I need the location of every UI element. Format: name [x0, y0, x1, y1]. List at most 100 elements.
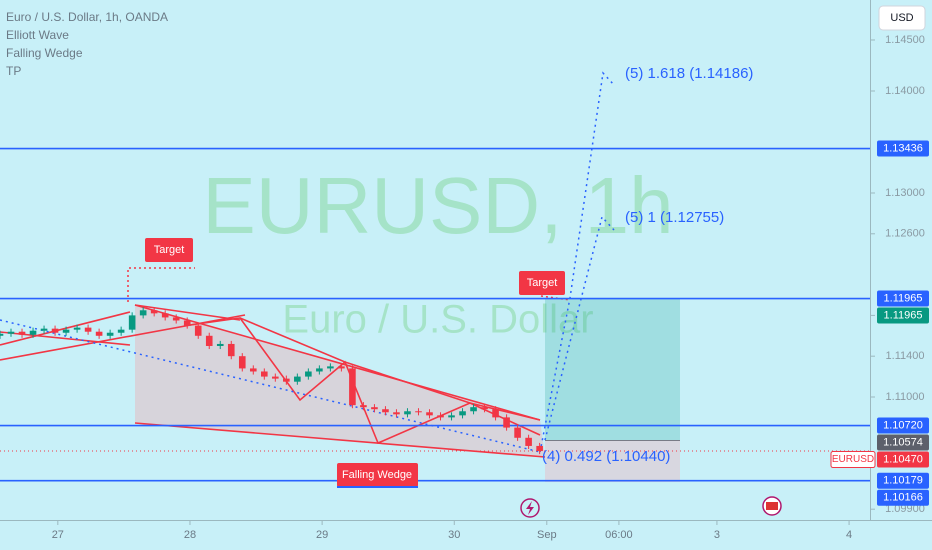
wave-label: (5) 1 (1.12755)	[625, 209, 724, 226]
candle-body	[272, 376, 279, 379]
candle-body	[514, 427, 521, 438]
x-tick-label: 4	[846, 529, 852, 541]
candle-body	[349, 368, 356, 406]
candle-body	[415, 411, 422, 413]
price-label-text: 1.11965	[884, 309, 923, 321]
candle-body	[249, 368, 257, 372]
loss-zone	[545, 440, 680, 483]
target-label: Target	[154, 244, 185, 256]
candle-body	[525, 437, 532, 446]
candle-body	[470, 407, 477, 412]
y-tick-label: 1.11400	[886, 350, 925, 362]
projection	[544, 215, 615, 441]
candle-body	[338, 366, 345, 369]
x-tick-label: 27	[52, 529, 64, 541]
candle-body	[503, 417, 510, 428]
indicator-name: Elliott Wave	[6, 28, 69, 42]
currency-label: USD	[890, 12, 913, 24]
candle-body	[194, 325, 202, 336]
candle-body	[261, 371, 268, 377]
target-tag	[519, 271, 565, 295]
candle-body	[95, 331, 103, 336]
candle-body	[382, 409, 389, 413]
x-tick-label: Sep	[537, 529, 557, 541]
price-label-text: 1.10574	[883, 436, 923, 448]
candle-body	[84, 327, 92, 332]
price-label	[877, 489, 929, 506]
symbol-tag	[830, 451, 876, 469]
symbol-tag-text: EURUSD	[832, 454, 874, 465]
price-label-text: 1.11965	[884, 292, 923, 304]
profit-zone	[545, 298, 680, 441]
indicator-name: TP	[6, 64, 21, 78]
candle-body	[150, 310, 158, 314]
x-tick-label: 30	[448, 529, 460, 541]
price-label-text: 1.10720	[883, 419, 923, 431]
candle-body	[426, 412, 433, 416]
axes: 1.145001.140001.130001.126001.118001.114…	[52, 34, 929, 541]
wedge-label: Falling Wedge	[342, 469, 412, 481]
candle-body	[106, 332, 114, 336]
wave-label: (4) 0.492 (1.10440)	[542, 448, 670, 465]
candle-body	[40, 328, 48, 331]
candle-body	[437, 415, 444, 418]
candle-body	[18, 331, 26, 335]
price-label	[877, 434, 929, 451]
y-tick-label: 1.14000	[885, 85, 925, 97]
candle-body	[283, 378, 290, 382]
trend-dotted	[0, 319, 541, 453]
event-icon[interactable]	[520, 498, 540, 518]
event-icon-bolt	[526, 501, 534, 515]
currency-button[interactable]	[878, 5, 926, 31]
wave-label: (5) 1.618 (1.14186)	[625, 65, 753, 82]
candle-body	[73, 327, 81, 330]
flag-icon	[766, 502, 778, 510]
x-tick-label: 28	[184, 529, 196, 541]
indicator-name: Falling Wedge	[6, 46, 83, 60]
y-tick-label: 1.12600	[885, 228, 925, 240]
y-tick-label: 1.14500	[885, 34, 925, 46]
chart-title: Euro / U.S. Dollar, 1h, OANDA	[6, 10, 168, 24]
x-tick-label: 3	[714, 529, 720, 541]
candle-body	[404, 411, 411, 415]
candle-body	[536, 445, 543, 452]
candle-body	[371, 407, 378, 410]
watermark: EURUSD, 1h	[202, 161, 673, 250]
price-label-text: 1.13436	[883, 142, 923, 154]
candle-body	[205, 335, 213, 346]
y-tick-label: 1.11000	[886, 391, 925, 403]
target-line	[127, 267, 195, 302]
candle-body	[227, 343, 235, 357]
candle-body	[481, 407, 488, 410]
price-label	[877, 451, 929, 468]
candle-body	[327, 366, 334, 369]
candle-body	[360, 405, 367, 408]
candle-body	[448, 415, 455, 418]
candle-body	[305, 371, 312, 377]
candle-body	[294, 376, 301, 382]
price-label	[877, 140, 929, 157]
candle-body	[161, 313, 169, 318]
price-label	[877, 307, 929, 324]
candle-body	[117, 329, 125, 333]
candle-body	[51, 328, 59, 333]
watermark: Euro / U.S. Dollar	[282, 298, 593, 342]
price-label-text: 1.10166	[883, 492, 923, 504]
candle-body	[62, 329, 70, 333]
candle-body	[183, 320, 191, 326]
candle-body	[29, 330, 37, 335]
x-tick-label: 06:00	[605, 529, 633, 541]
position-tool	[545, 298, 680, 483]
candle-body	[7, 331, 15, 334]
projection	[539, 71, 616, 453]
candle-body	[128, 315, 136, 330]
price-label	[877, 290, 929, 307]
wedge-tag	[337, 463, 418, 487]
candle-body	[459, 411, 466, 416]
candle-body	[316, 368, 323, 372]
target-label: Target	[527, 277, 558, 289]
price-label-text: 1.10179	[883, 475, 923, 487]
candle-body	[216, 343, 224, 346]
